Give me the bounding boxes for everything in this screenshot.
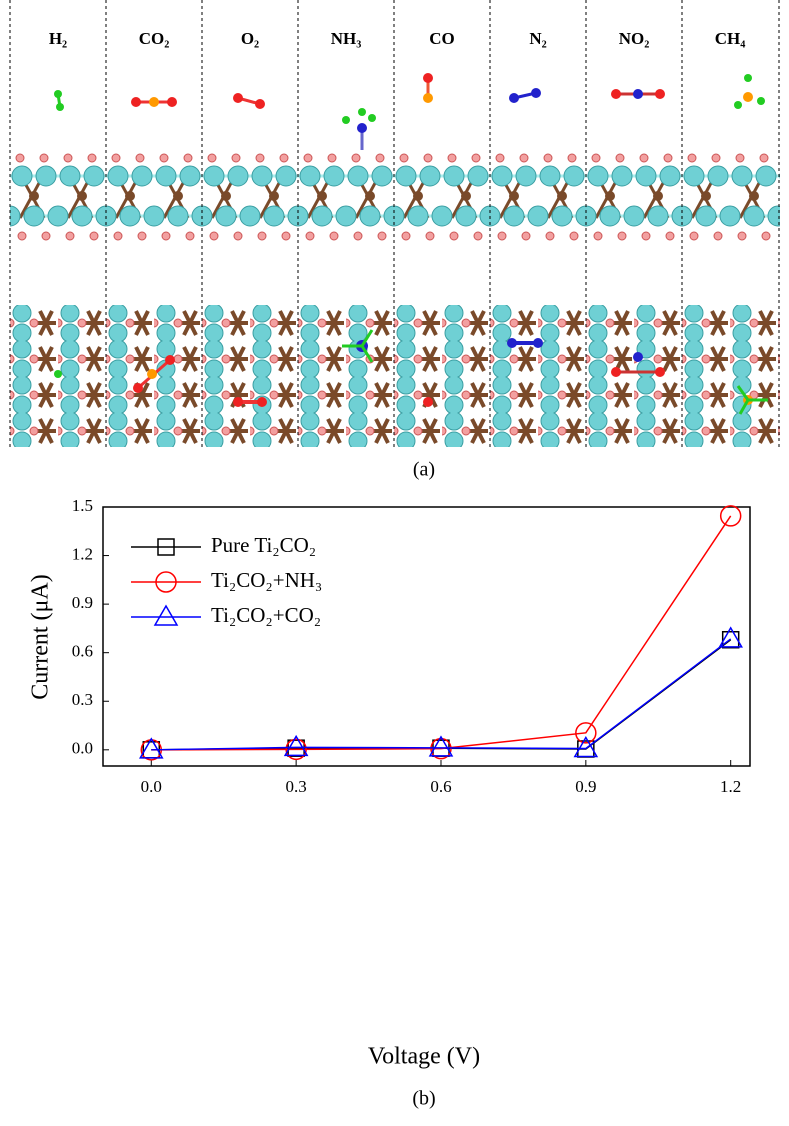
y-tick-label: 0.0	[72, 739, 93, 758]
y-tick-label: 1.5	[72, 496, 93, 515]
molecule-label: CO₂	[139, 29, 170, 48]
data-point	[430, 737, 452, 760]
legend-label: Ti₂CO₂+CO₂	[211, 603, 321, 627]
plot-frame	[102, 506, 751, 767]
caption-b: (b)	[412, 1088, 435, 1110]
molecule-label: NH₃	[331, 29, 362, 48]
molecules	[54, 73, 768, 415]
data-point	[721, 630, 740, 649]
slab-top-view	[10, 305, 780, 447]
y-tick-label: 0.3	[72, 690, 93, 709]
data-point	[719, 505, 742, 527]
x-tick-label: 0.3	[286, 777, 307, 796]
data-point	[285, 738, 307, 761]
x-tick-label: 0.9	[575, 777, 596, 796]
data-point	[138, 737, 164, 759]
x-tick-label: 1.2	[720, 777, 741, 796]
y-axis-label: Current (μA)	[28, 574, 54, 700]
molecule-label: NO₂	[619, 29, 650, 48]
data-point	[718, 626, 743, 648]
y-tick-label: 0.6	[72, 642, 93, 661]
column-dividers	[9, 0, 780, 447]
molecule-label: CH₄	[715, 29, 746, 48]
series-line	[151, 639, 732, 751]
data-point	[575, 722, 597, 744]
molecule-label: N₂	[529, 29, 546, 48]
data-point	[428, 735, 454, 757]
panel-a	[9, 0, 780, 447]
y-tick-label: 0.9	[72, 593, 93, 612]
data-point	[283, 734, 309, 757]
x-tick-label: 0.0	[141, 777, 162, 796]
y-tick-label: 1.2	[72, 544, 93, 563]
legend-marker	[153, 604, 179, 626]
series-line	[151, 638, 732, 751]
x-axis-label: Voltage (V)	[368, 1044, 480, 1070]
legend-marker	[157, 538, 175, 556]
molecule-label: H₂	[49, 29, 67, 48]
legend-label: Pure Ti₂CO₂	[211, 533, 316, 557]
series-line	[151, 515, 732, 751]
legend-label: Ti₂CO₂+NH₃	[211, 568, 322, 592]
caption-a: (a)	[413, 459, 435, 481]
molecule-label: CO	[429, 29, 455, 48]
slab-side-view	[10, 148, 780, 248]
x-tick-label: 0.6	[430, 777, 451, 796]
data-point	[573, 736, 599, 758]
legend-marker	[155, 571, 177, 593]
molecule-label: O₂	[241, 29, 259, 48]
